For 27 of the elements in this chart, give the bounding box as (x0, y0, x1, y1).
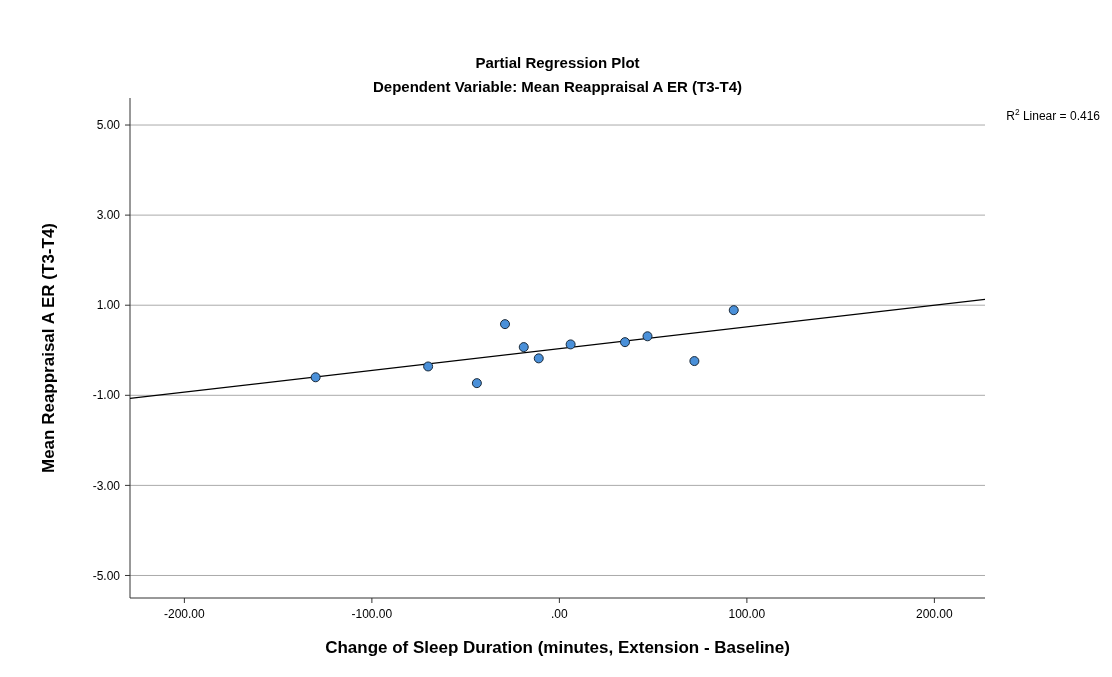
y-tick-label: -1.00 (92, 388, 121, 403)
text: R$^{2}$ Linear = 0.416 (1006, 107, 1101, 123)
point (310, 372, 321, 383)
point (728, 305, 739, 316)
y-tick-label: 5.00 (96, 118, 121, 133)
point (689, 356, 700, 367)
y-axis-title: Mean Reappraisal A ER (T3-T4) (39, 222, 58, 474)
point (518, 342, 529, 353)
y-tick-label: -3.00 (92, 478, 121, 493)
point (565, 339, 576, 350)
point (620, 337, 630, 348)
y-tick-label: 1.00 (96, 298, 121, 313)
point (423, 361, 434, 372)
x-tick-label: 200.00 (916, 607, 954, 621)
chart-title: Partial Regression Plot (475, 54, 640, 71)
x-tick-label: 100.00 (728, 607, 766, 621)
y-tick-label: -5.00 (92, 568, 121, 583)
x-tick-label: -200.00 (164, 607, 206, 621)
x-tick-label: -100.00 (351, 607, 393, 621)
point (642, 331, 653, 342)
point (500, 319, 510, 330)
y-tick-label: 3.00 (96, 208, 121, 223)
chart-subtitle: Dependent Variable: Mean Reappraisal A ER (T3-T4) (373, 78, 742, 95)
point (533, 353, 544, 364)
point (471, 378, 482, 389)
x-axis-title: Change of Sleep Duration (minutes, Extension - Baseline) (325, 638, 790, 657)
x-tick-label: .00 (551, 607, 569, 621)
